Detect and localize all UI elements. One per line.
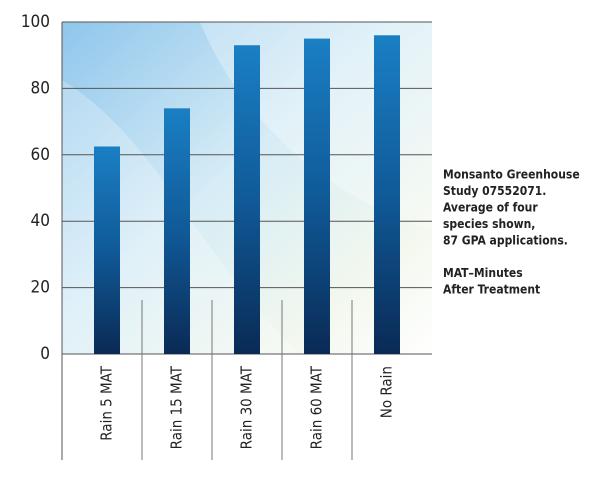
annotation-line: MAT–Minutes [443, 266, 523, 280]
bar [374, 35, 400, 354]
y-tick-label: 0 [40, 344, 50, 364]
y-tick-label: 80 [31, 78, 50, 98]
x-tick-label: Rain 60 MAT [308, 365, 326, 449]
y-tick-label: 100 [21, 12, 50, 32]
x-tick-label: Rain 5 MAT [98, 365, 116, 440]
annotation-line: After Treatment [443, 283, 540, 297]
y-tick-label: 20 [31, 278, 50, 298]
chart: Monsanto Greenhouse Study 07552071. Averag… [0, 0, 599, 481]
annotation-line: Study 07552071. [443, 184, 546, 198]
annotation-line: species shown, [443, 217, 535, 231]
bar [164, 108, 190, 354]
annotation-line: Average of four [443, 201, 538, 215]
x-tick-label: Rain 30 MAT [238, 365, 256, 449]
bar [304, 39, 330, 354]
y-tick-label: 40 [31, 211, 50, 231]
y-tick-label: 60 [31, 145, 50, 165]
annotation-line: Monsanto Greenhouse [443, 168, 580, 182]
x-tick-label: No Rain [378, 366, 396, 418]
x-tick-label: Rain 15 MAT [168, 365, 186, 449]
bar [94, 147, 120, 355]
bar [234, 45, 260, 354]
annotation: Monsanto Greenhouse Study 07552071. Averag… [443, 168, 580, 297]
annotation-line: 87 GPA applications. [443, 234, 568, 248]
